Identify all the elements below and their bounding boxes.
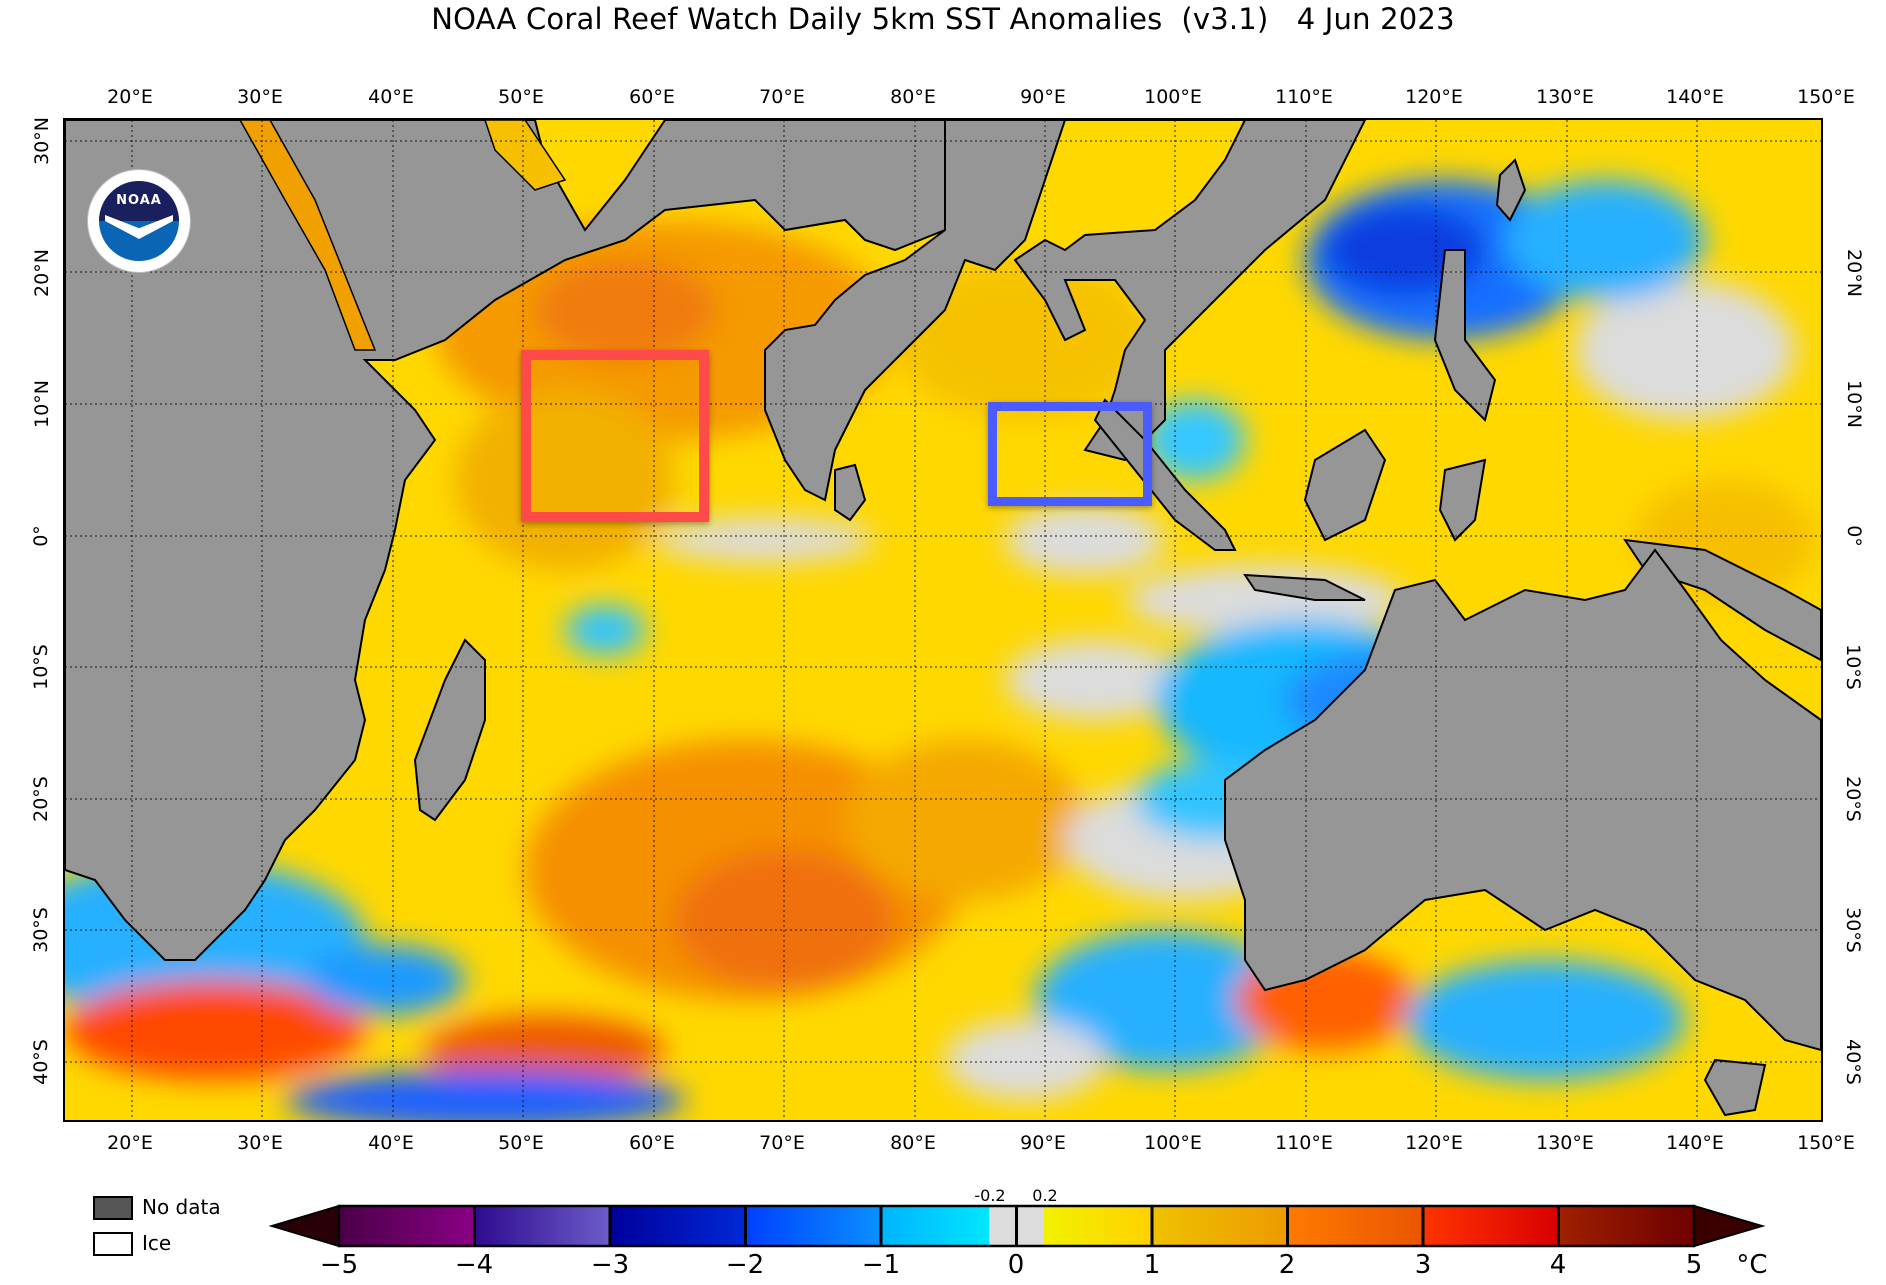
title-date: 4 Jun 2023 <box>1296 2 1455 36</box>
y-tick-right: 20°S <box>1841 776 1864 822</box>
title-version: (v3.1) <box>1181 2 1269 36</box>
y-tick-left: 30°N <box>30 117 53 165</box>
colorbar-tick: −2 <box>725 1250 765 1280</box>
x-tick-top: 120°E <box>1405 86 1463 108</box>
x-tick-top: 30°E <box>237 86 283 108</box>
x-tick-bottom: 140°E <box>1666 1132 1724 1154</box>
y-tick-left: 10°N <box>30 380 53 428</box>
y-tick-right: 10°S <box>1841 644 1864 690</box>
x-tick-bottom: 60°E <box>629 1132 675 1154</box>
x-tick-top: 20°E <box>107 86 153 108</box>
colorbar-tick: 2 <box>1278 1250 1296 1280</box>
x-tick-top: 50°E <box>498 86 544 108</box>
sst-anomaly-map[interactable]: NOAA <box>63 118 1823 1122</box>
colorbar-tick: 1 <box>1143 1250 1161 1280</box>
x-tick-top: 130°E <box>1536 86 1594 108</box>
colorbar-unit: °C <box>1736 1250 1768 1280</box>
x-tick-top: 80°E <box>890 86 936 108</box>
x-tick-bottom: 20°E <box>107 1132 153 1154</box>
x-tick-bottom: 50°E <box>498 1132 544 1154</box>
y-tick-left: 10°S <box>29 644 52 690</box>
colorbar-tick: 5 <box>1685 1250 1703 1280</box>
x-tick-bottom: 120°E <box>1405 1132 1463 1154</box>
x-tick-bottom: 80°E <box>890 1132 936 1154</box>
colorbar-tick: −5 <box>319 1250 359 1280</box>
colorbar-tick: −4 <box>454 1250 494 1280</box>
y-tick-left: 40°S <box>29 1039 52 1085</box>
x-tick-top: 60°E <box>629 86 675 108</box>
noaa-logo: NOAA <box>87 169 191 273</box>
colorbar-tick: 3 <box>1414 1250 1432 1280</box>
x-tick-top: 100°E <box>1144 86 1202 108</box>
x-tick-bottom: 150°E <box>1797 1132 1855 1154</box>
colorbar-tick: −1 <box>861 1250 901 1280</box>
y-tick-right: 40°S <box>1841 1039 1864 1085</box>
x-tick-top: 140°E <box>1666 86 1724 108</box>
colorbar-tick: −3 <box>590 1250 630 1280</box>
y-tick-right: 20°N <box>1842 249 1865 297</box>
ice-label: Ice <box>142 1231 172 1255</box>
y-tick-left: 20°N <box>30 249 53 297</box>
y-tick-left: 0° <box>29 525 52 547</box>
western-highlight-box <box>521 350 709 522</box>
x-tick-bottom: 130°E <box>1536 1132 1594 1154</box>
noaa-logo-emblem-icon: NOAA <box>99 181 179 261</box>
x-tick-bottom: 100°E <box>1144 1132 1202 1154</box>
chart-title: NOAA Coral Reef Watch Daily 5km SST Anom… <box>0 2 1886 36</box>
title-main: NOAA Coral Reef Watch Daily 5km SST Anom… <box>431 2 1163 36</box>
y-tick-right: 10°N <box>1842 380 1865 428</box>
ice-swatch <box>93 1232 133 1256</box>
x-tick-top: 150°E <box>1797 86 1855 108</box>
y-tick-right: 0° <box>1842 525 1865 547</box>
eastern-highlight-box <box>988 402 1152 506</box>
colorbar-tick: 0 <box>1007 1250 1025 1280</box>
x-tick-bottom: 30°E <box>237 1132 283 1154</box>
x-tick-bottom: 90°E <box>1020 1132 1066 1154</box>
y-tick-left: 20°S <box>29 776 52 822</box>
x-tick-bottom: 70°E <box>759 1132 805 1154</box>
x-tick-top: 40°E <box>368 86 414 108</box>
y-tick-right: 30°S <box>1841 907 1864 953</box>
colorbar-tick: 4 <box>1549 1250 1567 1280</box>
x-tick-top: 70°E <box>759 86 805 108</box>
x-tick-top: 90°E <box>1020 86 1066 108</box>
no-data-swatch <box>93 1196 133 1220</box>
x-tick-bottom: 40°E <box>368 1132 414 1154</box>
colorbar-tick-neg02: -0.2 <box>974 1186 1006 1205</box>
y-tick-left: 30°S <box>29 907 52 953</box>
x-tick-top: 110°E <box>1275 86 1333 108</box>
no-data-label: No data <box>142 1195 221 1219</box>
x-tick-bottom: 110°E <box>1275 1132 1333 1154</box>
noaa-logo-text: NOAA <box>116 193 162 208</box>
colorbar-tick-pos02: 0.2 <box>1032 1186 1058 1205</box>
